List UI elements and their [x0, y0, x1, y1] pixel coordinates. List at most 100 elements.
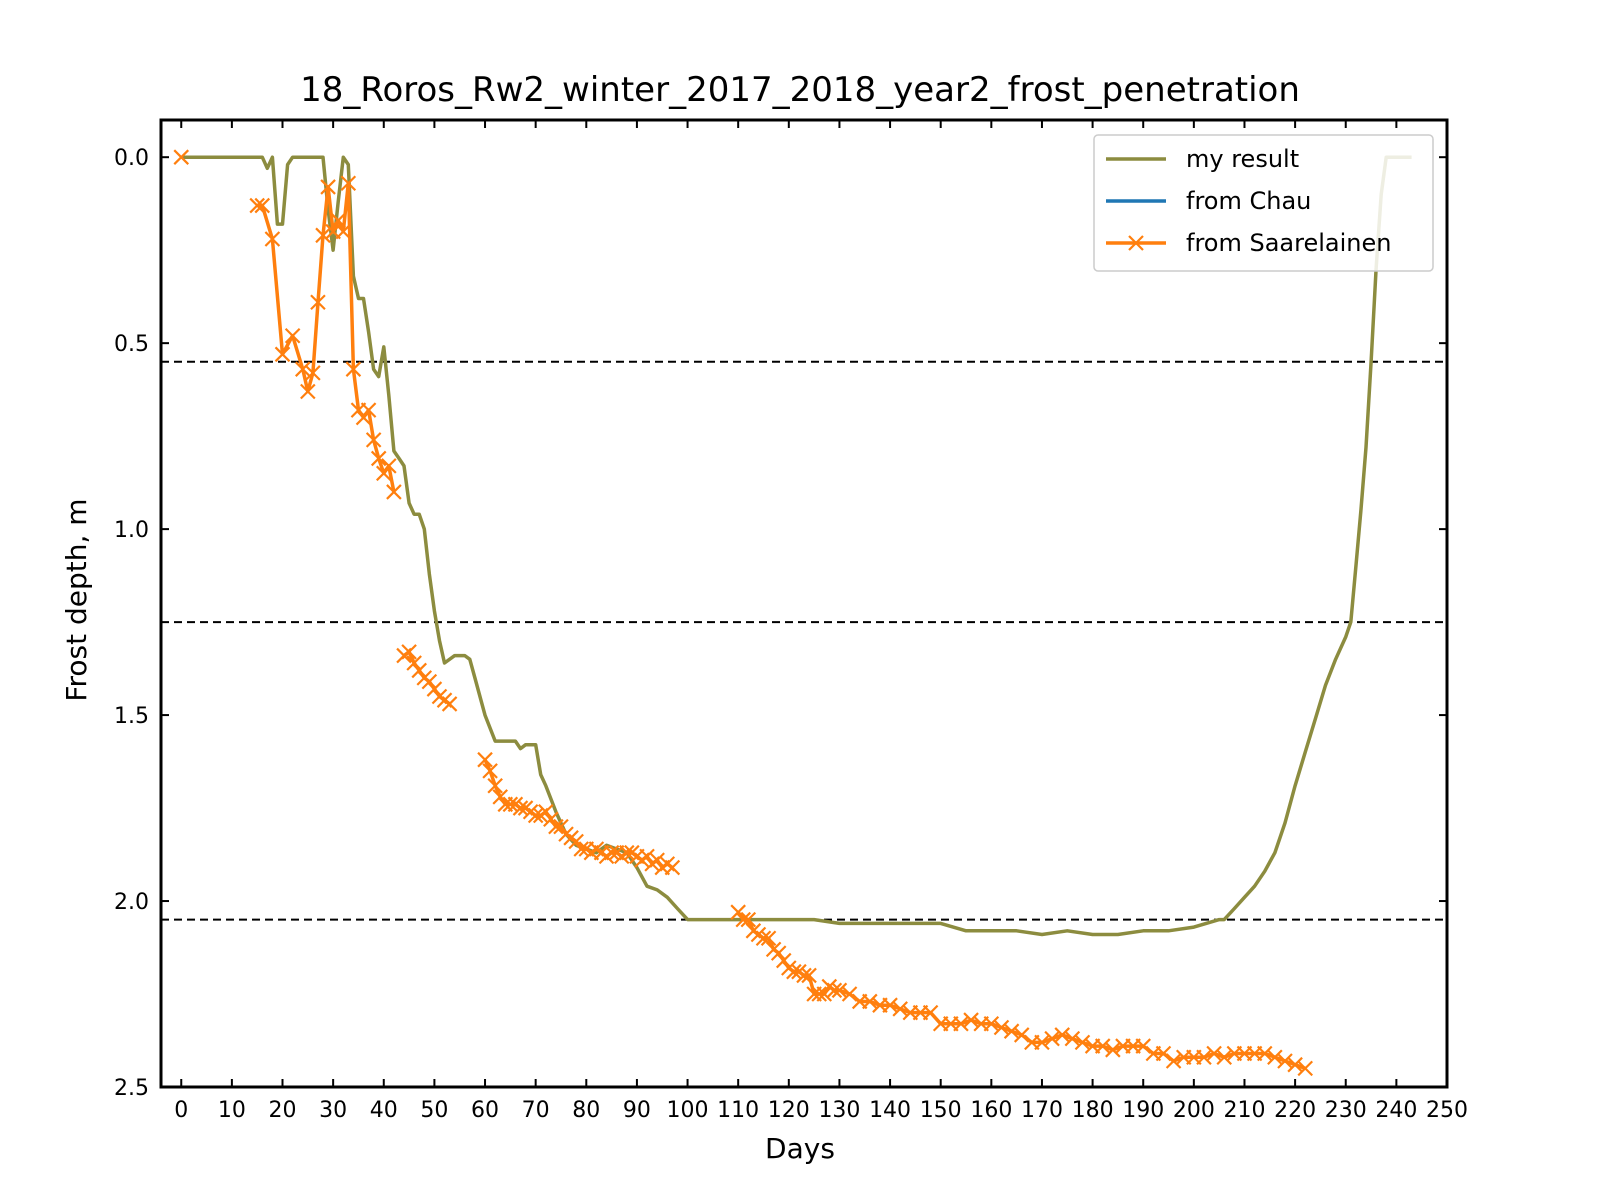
series-2-point — [664, 859, 681, 876]
series-2-point — [892, 1001, 908, 1017]
series-2-point — [639, 848, 655, 865]
series-2-point — [1003, 1023, 1020, 1039]
series-2-point — [370, 450, 387, 467]
series-2-point — [305, 365, 321, 381]
series-2-point — [811, 986, 827, 1002]
x-tick-label: 120 — [768, 1098, 810, 1123]
series-2-point — [502, 796, 519, 813]
series-2-point — [993, 1019, 1010, 1036]
x-tick-label: 240 — [1375, 1098, 1417, 1123]
series-2-point — [264, 231, 281, 247]
series-2-point — [796, 967, 812, 984]
x-tick-label: 100 — [667, 1098, 709, 1123]
series-2-point — [963, 1012, 979, 1028]
series-2-point — [983, 1015, 1000, 1032]
series-2-point — [816, 986, 833, 1002]
series-2-point — [801, 967, 817, 984]
legend-box — [1093, 134, 1434, 272]
y-axis-title: Frost depth, m — [60, 498, 93, 701]
x-tick-label: 70 — [522, 1098, 550, 1123]
series-2-point — [1074, 1034, 1091, 1051]
x-tick-label: 90 — [623, 1098, 651, 1123]
series-2-point — [249, 197, 265, 214]
x-tick-label: 130 — [818, 1098, 860, 1123]
series-2-point — [1256, 1045, 1273, 1062]
series-2-point — [1054, 1027, 1070, 1043]
series-2-point — [862, 993, 878, 1010]
series-2-point — [274, 346, 291, 363]
x-tick-label: 150 — [920, 1098, 962, 1123]
series-2-point — [1297, 1060, 1314, 1077]
y-tick-label: 2.0 — [114, 890, 149, 915]
x-tick-label: 230 — [1325, 1098, 1367, 1123]
plot-frame — [159, 118, 1449, 1089]
series-layer — [173, 149, 1412, 1077]
series-2-point — [284, 327, 301, 344]
series-2-point — [421, 673, 438, 690]
series-2-point — [649, 852, 665, 868]
x-tick-label: 190 — [1122, 1098, 1164, 1123]
series-2-point — [1034, 1034, 1050, 1051]
series-2-point — [477, 751, 493, 768]
x-tick-label: 220 — [1274, 1098, 1316, 1123]
series-2-point — [1094, 1038, 1111, 1054]
series-2-point — [1044, 1030, 1060, 1047]
legend: my result from Chau from Saarelainen — [1093, 134, 1434, 272]
x-tick-label: 160 — [970, 1098, 1012, 1123]
series-2-point — [1287, 1056, 1303, 1073]
x-tick-label: 80 — [572, 1098, 600, 1123]
y-tick-label: 1.0 — [114, 518, 149, 543]
legend-marker-2 — [1128, 235, 1144, 251]
x-tick-label: 50 — [420, 1098, 448, 1123]
series-2-point — [1267, 1049, 1283, 1066]
series-2-point — [173, 149, 190, 165]
series-2-point — [355, 409, 372, 426]
x-tick-label: 20 — [269, 1098, 297, 1123]
series-2-point — [548, 818, 564, 835]
series-2-point — [953, 1015, 969, 1032]
series-2-point — [1135, 1038, 1151, 1054]
x-tick-label: 170 — [1021, 1098, 1063, 1123]
series-2-point — [310, 294, 326, 311]
series-2-point — [543, 811, 559, 827]
x-tick-label: 140 — [869, 1098, 911, 1123]
x-tick-label: 110 — [717, 1098, 759, 1123]
series-2-point — [573, 841, 590, 857]
x-tick-label: 60 — [471, 1098, 499, 1123]
series-2-point — [1155, 1045, 1172, 1062]
y-tick-label: 2.5 — [114, 1076, 149, 1101]
x-tick-label: 40 — [370, 1098, 398, 1123]
series-2-point — [1064, 1030, 1081, 1047]
series-2-point — [330, 212, 346, 229]
series-2-point — [381, 458, 397, 474]
series-2-point — [320, 179, 336, 195]
x-tick-label: 180 — [1072, 1098, 1114, 1123]
series-2-point — [826, 982, 843, 999]
series-2-point — [1277, 1053, 1293, 1069]
series-2-point — [482, 763, 498, 779]
series-2-point — [254, 197, 271, 214]
series-2-point — [730, 904, 746, 920]
x-tick-label: 210 — [1223, 1098, 1265, 1123]
legend-label-2: from Saarelainen — [1186, 229, 1391, 257]
series-2-point — [619, 844, 635, 861]
series-2-point — [487, 777, 503, 794]
series-2-point — [512, 800, 529, 816]
series-2-point — [315, 227, 331, 244]
series-2-point — [492, 789, 508, 805]
series-2-point — [1013, 1027, 1030, 1043]
x-tick-label: 250 — [1426, 1098, 1468, 1123]
series-2-point — [335, 223, 352, 240]
series-2-point — [568, 833, 584, 850]
series-2-point — [770, 945, 787, 961]
series-2-point — [294, 361, 311, 377]
series-2-point — [365, 432, 382, 448]
series-2-point — [1196, 1049, 1212, 1066]
series-2-point — [360, 402, 377, 418]
y-tick-label: 0.0 — [114, 146, 149, 171]
series-2-point — [401, 644, 417, 660]
series-2-point — [882, 997, 898, 1013]
series-2-point — [1165, 1053, 1182, 1069]
x-tick-label: 0 — [174, 1098, 188, 1123]
